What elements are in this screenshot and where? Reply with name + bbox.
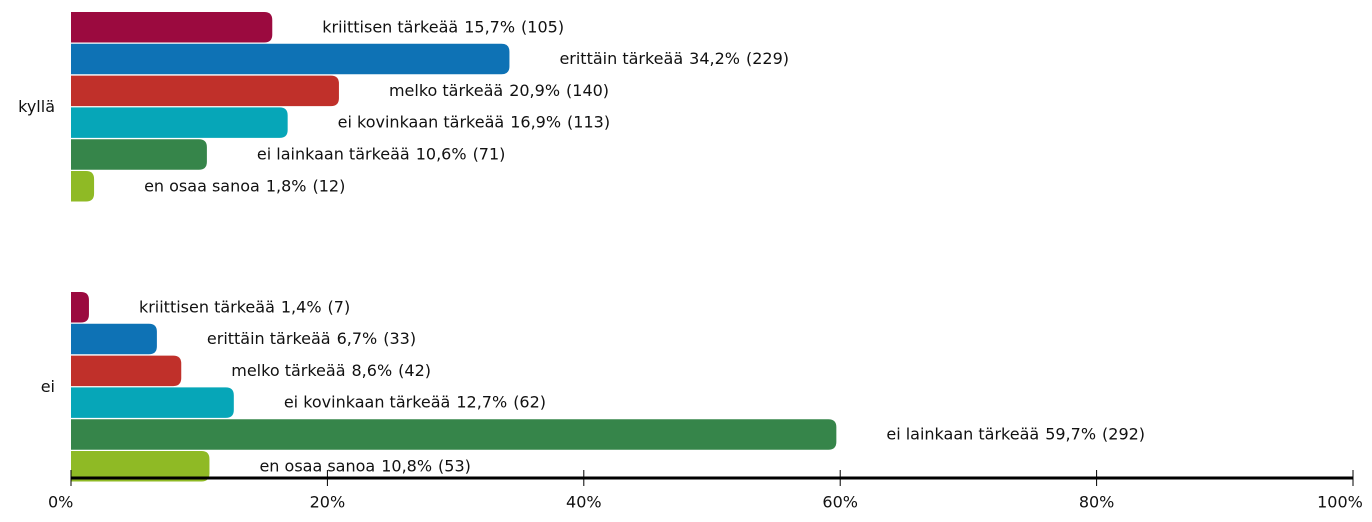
count-label: (71) xyxy=(473,144,506,163)
bar xyxy=(71,43,510,75)
data-label: kriittisen tärkeää 1,4% (7) xyxy=(139,297,350,316)
bar xyxy=(71,139,207,170)
bar xyxy=(71,75,339,107)
count-label: (229) xyxy=(746,49,789,68)
data-label: erittäin tärkeää 34,2% (229) xyxy=(559,49,789,68)
count-label: (7) xyxy=(328,297,351,316)
series-name: en osaa sanoa xyxy=(144,176,260,195)
value-label: 20,9% xyxy=(509,80,560,99)
data-label: en osaa sanoa 1,8% (12) xyxy=(144,176,345,195)
series-name: ei kovinkaan tärkeää xyxy=(284,392,451,411)
data-label: kriittisen tärkeää 15,7% (105) xyxy=(322,17,564,36)
x-tick-label: 20% xyxy=(310,493,346,512)
bar xyxy=(71,107,288,138)
value-label: 8,6% xyxy=(352,360,393,379)
bar xyxy=(71,292,89,323)
bar xyxy=(71,451,210,482)
series-name: kriittisen tärkeää xyxy=(322,17,458,36)
data-label: erittäin tärkeää 6,7% (33) xyxy=(207,329,416,348)
value-label: 34,2% xyxy=(689,49,740,68)
series-name: ei lainkaan tärkeää xyxy=(257,144,410,163)
value-label: 1,8% xyxy=(266,176,307,195)
count-label: (12) xyxy=(312,176,345,195)
count-label: (292) xyxy=(1102,424,1145,443)
data-label: melko tärkeää 8,6% (42) xyxy=(231,360,431,379)
count-label: (53) xyxy=(438,456,471,475)
x-tick-label: 100% xyxy=(1317,493,1363,512)
bar xyxy=(71,323,157,355)
series-name: en osaa sanoa xyxy=(259,456,375,475)
bar xyxy=(71,12,273,43)
series-name: kriittisen tärkeää xyxy=(139,297,275,316)
x-tick-label: 0% xyxy=(48,493,73,512)
bar xyxy=(71,171,95,202)
value-label: 10,6% xyxy=(416,144,467,163)
series-name: melko tärkeää xyxy=(389,80,503,99)
value-label: 1,4% xyxy=(281,297,322,316)
series-name: ei lainkaan tärkeää xyxy=(886,424,1039,443)
value-label: 6,7% xyxy=(337,329,378,348)
data-label: ei kovinkaan tärkeää 16,9% (113) xyxy=(338,112,610,131)
value-label: 15,7% xyxy=(464,17,515,36)
count-label: (33) xyxy=(383,329,416,348)
value-label: 12,7% xyxy=(456,392,507,411)
count-label: (140) xyxy=(566,80,609,99)
series-name: ei kovinkaan tärkeää xyxy=(338,112,505,131)
data-label: ei kovinkaan tärkeää 12,7% (62) xyxy=(284,392,546,411)
data-label: ei lainkaan tärkeää 59,7% (292) xyxy=(886,424,1145,443)
count-label: (62) xyxy=(513,392,546,411)
bar xyxy=(71,355,182,387)
count-label: (105) xyxy=(521,17,564,36)
value-label: 16,9% xyxy=(510,112,561,131)
data-label: melko tärkeää 20,9% (140) xyxy=(389,80,609,99)
series-name: erittäin tärkeää xyxy=(559,49,683,68)
x-tick-label: 80% xyxy=(1079,493,1115,512)
value-label: 10,8% xyxy=(381,456,432,475)
bar xyxy=(71,419,837,450)
x-tick-label: 60% xyxy=(822,493,858,512)
category-label: ei xyxy=(41,377,55,396)
count-label: (113) xyxy=(567,112,610,131)
data-label: ei lainkaan tärkeää 10,6% (71) xyxy=(257,144,506,163)
category-label: kyllä xyxy=(18,97,55,116)
bar xyxy=(71,387,234,418)
series-name: melko tärkeää xyxy=(231,360,345,379)
x-tick-label: 40% xyxy=(566,493,602,512)
data-label: en osaa sanoa 10,8% (53) xyxy=(259,456,470,475)
value-label: 59,7% xyxy=(1045,424,1096,443)
series-name: erittäin tärkeää xyxy=(207,329,331,348)
count-label: (42) xyxy=(398,360,431,379)
